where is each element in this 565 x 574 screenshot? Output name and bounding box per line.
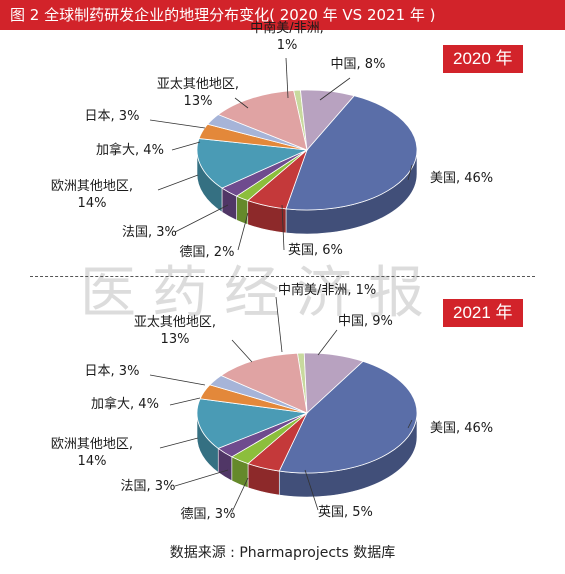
leader-line (169, 397, 201, 406)
chart-title-2020: 2020 年 (443, 45, 523, 73)
data-label: 法国, 3% (122, 225, 177, 240)
data-label: 德国, 2% (180, 245, 235, 260)
data-source: 数据来源 : Pharmaprojects 数据库 (169, 545, 396, 561)
data-label: 美国, 46% (430, 421, 493, 436)
data-label: 英国, 6% (288, 243, 343, 258)
data-label: 美国, 46% (430, 171, 493, 186)
leader-line (149, 119, 206, 129)
data-label: 英国, 5% (318, 505, 373, 520)
leader-line (174, 469, 229, 487)
leader-line (149, 374, 206, 386)
leader-line (231, 477, 249, 513)
data-label: 欧洲其他地区, 14% (51, 437, 133, 469)
data-label: 日本, 3% (85, 109, 140, 124)
pie-slice (196, 398, 309, 449)
leader-line (275, 296, 283, 353)
leader-line (157, 174, 199, 191)
leader-line (237, 212, 249, 251)
data-label: 中国, 9% (338, 314, 393, 329)
pie-slice (278, 360, 418, 474)
leader-line (317, 329, 338, 356)
leader-line (304, 469, 319, 511)
chart-divider (30, 276, 535, 277)
leader-line (407, 164, 413, 181)
data-label: 中南美/非洲, 1% (250, 20, 324, 53)
data-label: 亚太其他地区, 13% (157, 77, 239, 109)
figure-title: 图 2 全球制药研发企业的地理分布变化( 2020 年 VS 2021 年 ) (0, 0, 565, 30)
data-label: 欧洲其他地区, 14% (51, 179, 133, 211)
pie-slice (196, 138, 309, 189)
leader-line (285, 57, 289, 99)
data-label: 中国, 8% (331, 57, 386, 72)
leader-line (407, 419, 413, 429)
data-label: 日本, 3% (85, 364, 140, 379)
data-label: 加拿大, 4% (91, 396, 159, 412)
data-label: 德国, 3% (181, 507, 236, 522)
data-label: 中南美/非洲, 1% (278, 282, 376, 298)
leader-line (174, 204, 229, 233)
pie-slice (220, 352, 308, 414)
chart-title-2021: 2021 年 (443, 299, 523, 327)
pie-slice (217, 90, 308, 151)
data-label: 加拿大, 4% (96, 142, 164, 158)
watermark-text: 医药经济报 (80, 261, 440, 326)
leader-line (231, 339, 253, 363)
leader-line (319, 77, 351, 101)
data-label: 法国, 3% (121, 479, 176, 494)
data-label: 亚太其他地区, 13% (134, 315, 216, 347)
leader-line (281, 204, 285, 251)
leader-line (159, 437, 199, 449)
leader-line (171, 141, 201, 151)
leader-line (234, 97, 249, 109)
